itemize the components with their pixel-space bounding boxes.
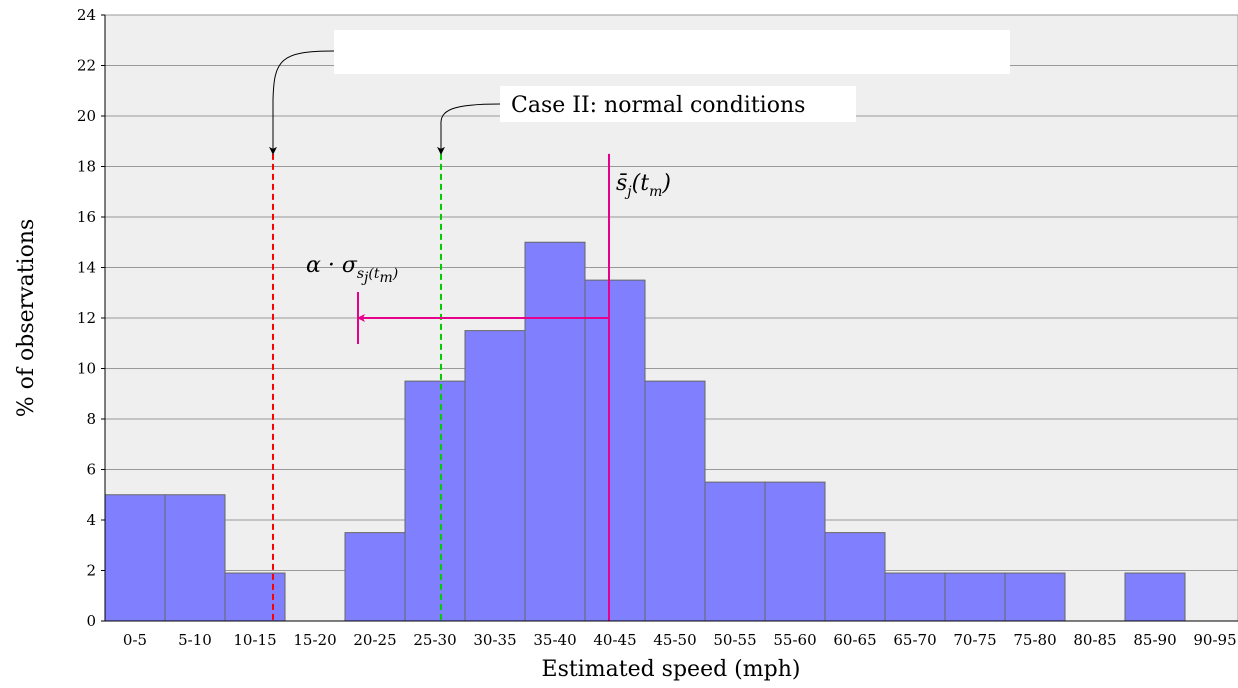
- deviation-label: α · σsj(tm): [306, 253, 398, 286]
- x-tick-label: 65-70: [893, 631, 936, 649]
- case2-label-box: [500, 86, 856, 122]
- bar: [1004, 572, 1066, 622]
- case2-arrow: [437, 103, 501, 155]
- bar: [224, 572, 286, 622]
- x-tick-label: 60-65: [833, 631, 876, 649]
- bar: [1124, 572, 1186, 622]
- annotations: Case II: normal conditions s̄j(tm) α · σsj…: [269, 30, 1010, 621]
- bar: [764, 481, 826, 622]
- x-tick-label: 5-10: [178, 631, 212, 649]
- y-tick-label: 20: [77, 107, 96, 125]
- x-tick-label: 40-45: [593, 631, 636, 649]
- bar: [884, 572, 946, 622]
- x-tick-label: 35-40: [533, 631, 576, 649]
- x-tick-labels: 0-5 5-10 10-15 15-20 20-25 25-30 30-35 35-40 40-…: [123, 631, 1237, 649]
- bar: [824, 532, 886, 622]
- bar: [404, 380, 466, 622]
- y-tick-label: 6: [86, 461, 96, 479]
- x-tick-label: 55-60: [773, 631, 816, 649]
- case2-label: Case II: normal conditions: [511, 93, 805, 118]
- x-tick-label: 30-35: [473, 631, 516, 649]
- bar: [344, 532, 406, 622]
- x-tick-label: 10-15: [233, 631, 276, 649]
- y-tick-label: 16: [77, 208, 96, 226]
- bar: [164, 494, 226, 622]
- bar: [104, 494, 166, 622]
- case1-label-box: [334, 30, 1010, 74]
- bar: [944, 572, 1006, 622]
- x-tick-label: 50-55: [713, 631, 756, 649]
- y-tick-label: 4: [86, 511, 96, 529]
- bar: [644, 380, 706, 622]
- y-tick-label: 18: [77, 158, 96, 176]
- x-tick-label: 90-95: [1193, 631, 1236, 649]
- x-tick-label: 0-5: [123, 631, 147, 649]
- case1-arrow: [269, 50, 335, 155]
- x-tick-label: 80-85: [1073, 631, 1116, 649]
- y-tick-label: 2: [86, 562, 96, 580]
- x-tick-label: 45-50: [653, 631, 696, 649]
- y-tick-label: 8: [86, 410, 96, 428]
- y-tick-label: 24: [77, 6, 96, 24]
- y-tick-label: 10: [77, 360, 96, 378]
- y-tick-label: 22: [77, 57, 96, 75]
- y-tick-label: 12: [77, 309, 96, 327]
- y-axis-title: % of observations: [14, 219, 39, 418]
- x-axis-title: Estimated speed (mph): [542, 657, 801, 682]
- bar: [524, 241, 586, 622]
- x-tick-label: 70-75: [953, 631, 996, 649]
- mean-label: s̄j(tm): [616, 171, 671, 200]
- bars: [104, 241, 1186, 622]
- x-tick-label: 15-20: [293, 631, 336, 649]
- bar: [464, 330, 526, 622]
- bar: [704, 481, 766, 622]
- x-tick-label: 75-80: [1013, 631, 1056, 649]
- bar: [584, 279, 646, 622]
- y-tick-label: 14: [77, 259, 96, 277]
- y-tick-label: 0: [86, 612, 96, 630]
- x-tick-label: 25-30: [413, 631, 456, 649]
- x-tick-label: 20-25: [353, 631, 396, 649]
- x-tick-label: 85-90: [1133, 631, 1176, 649]
